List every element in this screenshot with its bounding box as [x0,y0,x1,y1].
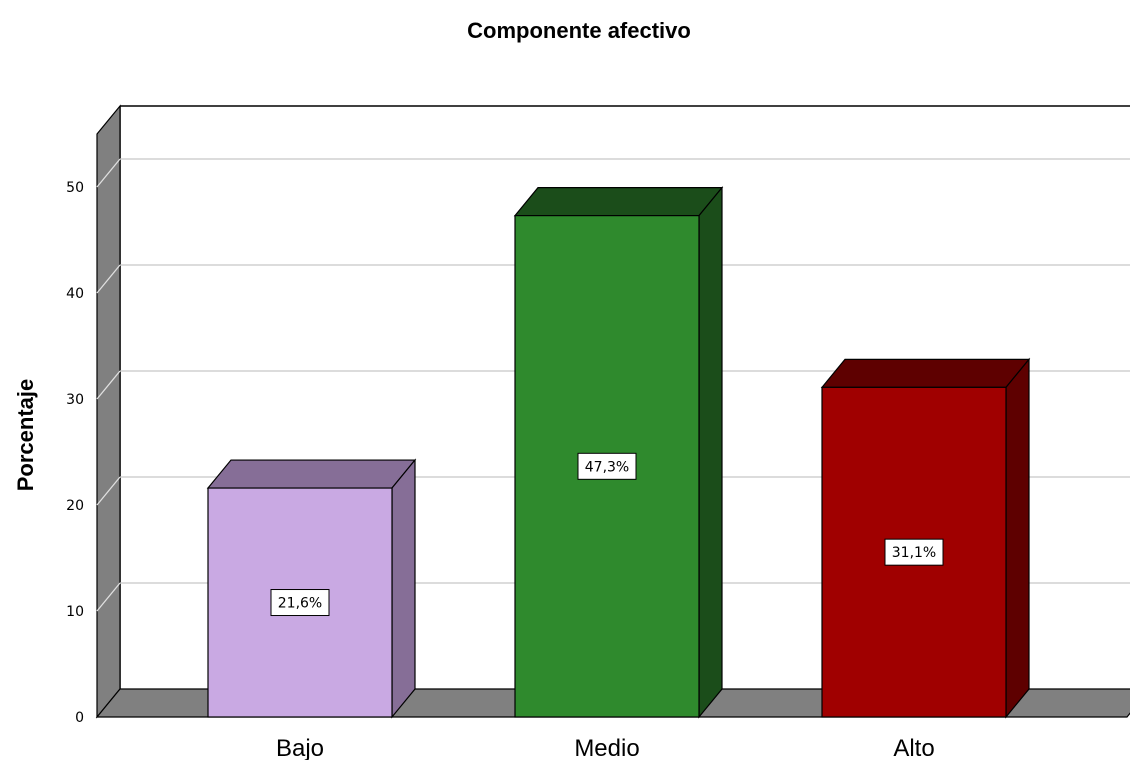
bar-alto [820,357,1031,719]
gridline-wall [96,158,121,188]
x-tick-label: Alto [893,735,934,760]
y-tick-label: 30 [66,392,84,408]
data-label: 47,3% [577,452,637,480]
data-label: 31,1% [884,538,944,566]
data-label-box [577,452,637,480]
left-wall [96,104,121,719]
y-axis-label: Porcentaje [13,379,38,492]
data-labels: 21,6% 47,3% 31,1% [270,452,944,617]
gridline-wall [96,264,121,294]
y-tick-label: 10 [66,604,84,620]
y-tick-label: 0 [75,710,84,726]
chart-title: Componente afectivo [467,18,691,43]
x-tick-label: Bajo [276,735,324,760]
data-label-text: 47,3% [585,459,629,475]
bar-medio [513,185,724,719]
data-label-text: 31,1% [892,545,936,561]
bar-side [698,185,723,719]
bar-top [206,459,417,489]
gridline-wall [96,582,121,612]
bars [206,185,1031,719]
y-tick-label: 20 [66,498,84,514]
bar-bajo [206,458,417,719]
x-axis-ticks: Bajo Medio Alto [276,735,935,760]
x-tick-label: Medio [574,735,639,760]
data-label-text: 21,6% [278,596,322,612]
data-label-box [884,538,944,566]
data-label: 21,6% [270,589,330,617]
y-axis-ticks: 0 10 20 30 40 50 [66,180,84,726]
bar-side [1005,357,1030,719]
gridline-wall [96,476,121,506]
y-tick-label: 50 [66,180,84,196]
bar-top [820,358,1031,388]
y-tick-label: 40 [66,286,84,302]
bar-side [391,458,416,719]
gridline-wall [96,370,121,400]
bar-top [513,187,724,217]
data-label-box [270,589,330,617]
